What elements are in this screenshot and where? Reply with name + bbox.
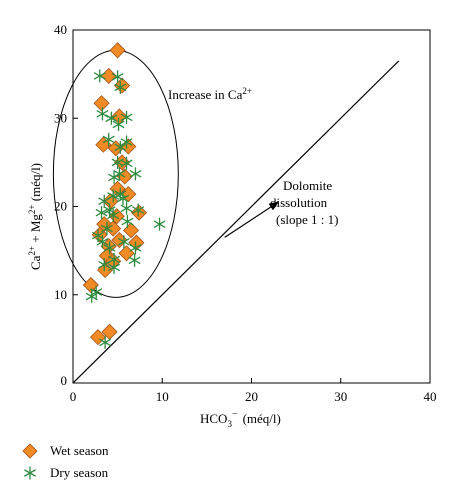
dry-season-point [95, 206, 108, 220]
dry-season-point [117, 191, 129, 206]
x-tick-label: 40 [424, 389, 437, 404]
dolomite-label-line1: Dolomite [283, 178, 332, 193]
dolomite-label-line3: (slope 1 : 1) [276, 212, 338, 227]
dry-season-point [128, 253, 141, 267]
legend-item-dry: Dry season [16, 462, 109, 484]
series-dry-season [85, 69, 166, 350]
dry-season-point [129, 167, 142, 181]
dry-season-point [105, 111, 118, 125]
dry-season-point [120, 156, 133, 170]
legend-dry-label: Dry season [50, 465, 109, 480]
legend: Wet season Dry season [16, 440, 109, 484]
y-tick-label: 10 [54, 287, 67, 302]
ellipse-label: Increase in Ca2+ [168, 86, 252, 102]
dry-season-point [114, 80, 127, 95]
dry-season-point [153, 217, 166, 231]
dry-season-point [108, 170, 120, 185]
dry-season-point [111, 70, 124, 84]
dry-season-point [129, 241, 142, 255]
y-axis-title-b: + Mg [28, 214, 43, 246]
y-axis-title-unit: (méq/l) [28, 163, 43, 205]
wet-season-point [93, 95, 110, 112]
y-tick-label: 20 [54, 199, 67, 214]
dry-season-point [107, 208, 120, 222]
dolomite-1-1-line [72, 60, 400, 384]
dry-season-point [120, 135, 133, 149]
dolomite-label-line2: dissolution [270, 195, 328, 210]
dry-season-point [114, 187, 127, 201]
x-axis-title-main: HCO [200, 411, 227, 426]
x-axis-title-unit: (méq/l) [243, 411, 281, 426]
dry-season-point [101, 221, 113, 236]
legend-dry-asterisk [24, 466, 36, 480]
dry-season-point [112, 117, 125, 132]
legend-item-wet: Wet season [16, 440, 109, 462]
wet-season-point [102, 193, 119, 210]
legend-wet-label: Wet season [50, 443, 109, 458]
dry-season-point [90, 285, 103, 299]
y-tick-label: 40 [54, 22, 67, 37]
wet-season-point [109, 42, 126, 59]
x-axis-title: HCO3− (méq/l) [200, 409, 281, 429]
legend-dry-asterisk-icon [16, 464, 44, 482]
dry-season-point [96, 107, 109, 121]
dry-season-point [114, 140, 127, 155]
x-axis-title-sup: − [232, 409, 238, 420]
wet-season-point [108, 208, 125, 225]
dry-season-point [120, 110, 133, 125]
dry-season-point [121, 214, 134, 229]
dry-season-point [93, 69, 106, 83]
x-axis-title-sub: 3 [227, 419, 232, 429]
ellipse-label-sup: 2+ [242, 86, 252, 96]
y-tick-label: 30 [54, 110, 67, 125]
dry-season-point [120, 201, 133, 215]
x-tick-label: 10 [156, 389, 169, 404]
y-tick-label-0: 0 [61, 373, 68, 388]
series-wet-season [82, 42, 148, 346]
dry-season-point [96, 235, 109, 249]
axis-ticks [72, 29, 431, 383]
dry-season-point [103, 241, 116, 255]
dry-season-point [98, 194, 111, 208]
wet-season-point [100, 67, 117, 84]
dry-season-point [102, 132, 115, 147]
y-axis-title-a: Ca [28, 255, 43, 270]
tick-labels: 0 10 20 30 40 10 20 30 40 0 [54, 22, 437, 404]
wet-season-point [122, 222, 140, 239]
y-axis-title-a-sup: 2+ [27, 246, 37, 256]
dry-season-point [85, 289, 98, 304]
wet-season-point [82, 276, 99, 294]
dry-season-point [132, 203, 145, 217]
wet-season-point [105, 220, 122, 237]
dry-season-point [98, 258, 111, 272]
x-tick-label: 0 [70, 389, 77, 404]
dry-season-point [108, 260, 120, 275]
y-axis-title: Ca2+ + Mg2+ (méq/l) [27, 163, 43, 270]
legend-wet-diamond-icon [16, 442, 44, 460]
x-tick-label: 30 [334, 389, 347, 404]
dolomite-arrow [224, 201, 280, 238]
dry-season-point [99, 335, 111, 350]
x-tick-label: 20 [245, 389, 258, 404]
ellipse-label-text: Increase in Ca [168, 87, 243, 102]
dry-season-point [118, 235, 130, 249]
y-axis-title-b-sup: 2+ [27, 205, 37, 215]
